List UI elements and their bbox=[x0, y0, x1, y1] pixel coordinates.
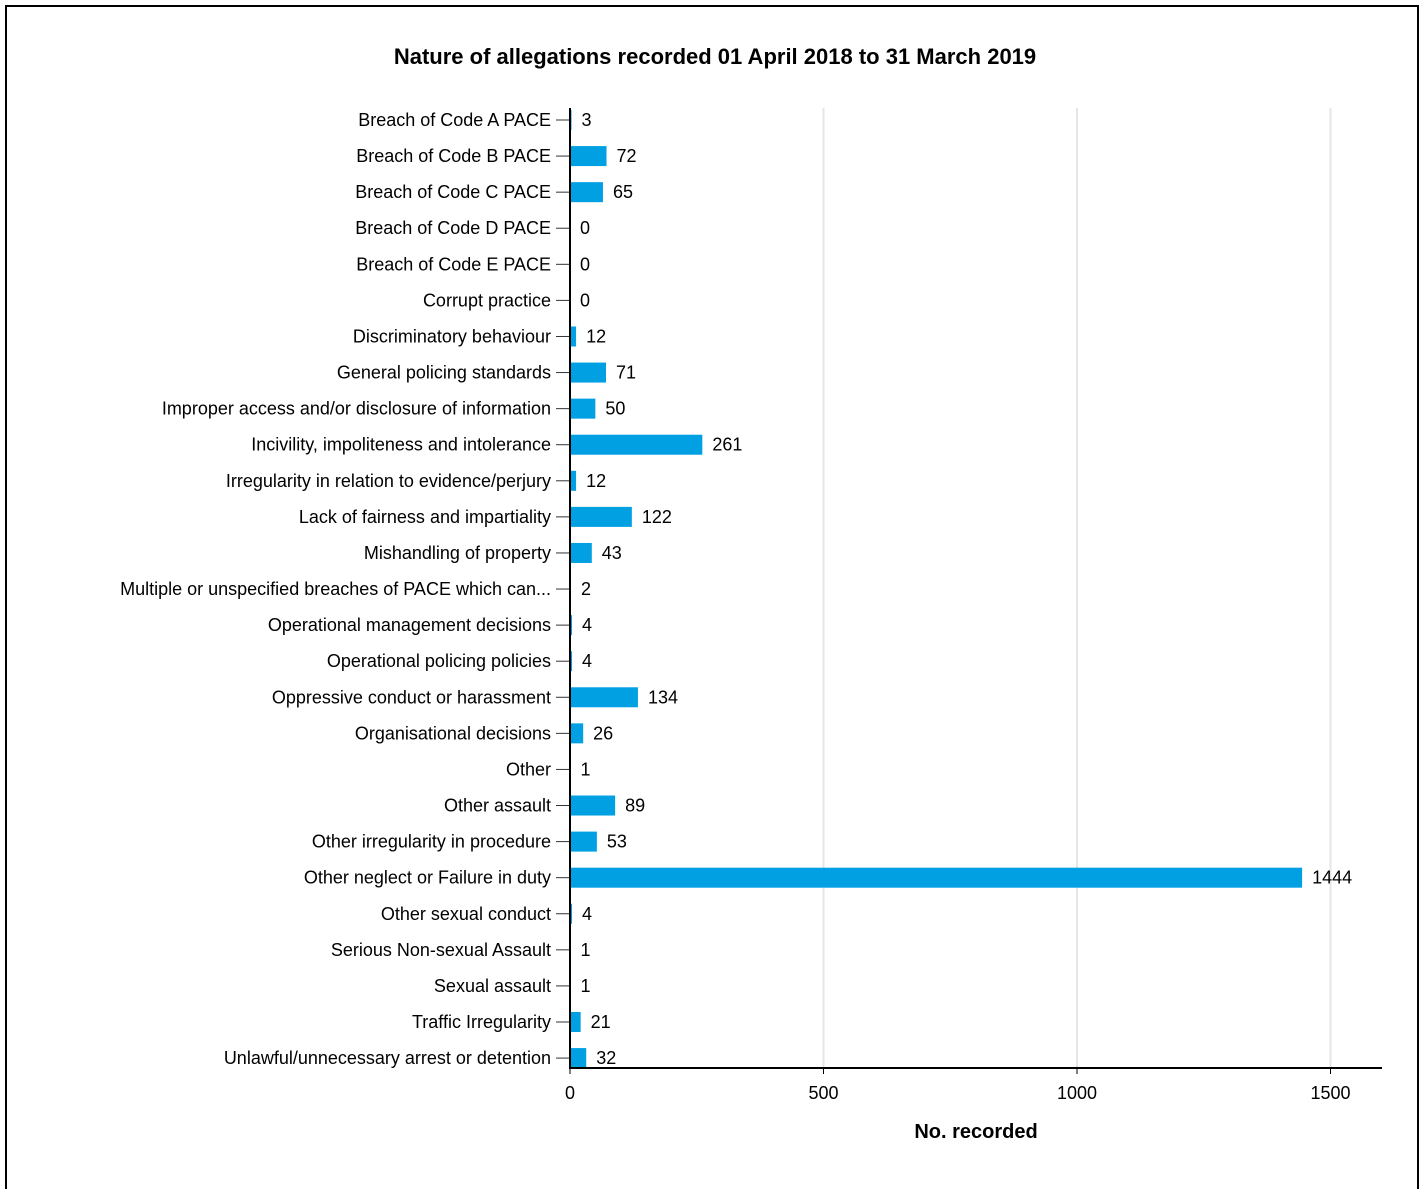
bar bbox=[570, 795, 616, 816]
x-axis-ticks: 0 500 1000 1500 bbox=[565, 1068, 1351, 1103]
bar bbox=[570, 1048, 587, 1069]
category-label: Breach of Code E PACE bbox=[356, 254, 551, 274]
category-label: Multiple or unspecified breaches of PACE… bbox=[120, 579, 551, 599]
value-label: 0 bbox=[580, 290, 590, 310]
value-label: 12 bbox=[586, 326, 606, 346]
bars bbox=[570, 110, 1303, 1069]
value-label: 1444 bbox=[1312, 868, 1352, 888]
category-label: Breach of Code D PACE bbox=[355, 218, 551, 238]
value-label: 4 bbox=[582, 651, 592, 671]
chart-frame bbox=[5, 5, 1419, 1189]
value-label: 261 bbox=[712, 435, 742, 455]
category-label: Other sexual conduct bbox=[381, 904, 551, 924]
category-label: Breach of Code B PACE bbox=[356, 146, 551, 166]
category-label: Breach of Code A PACE bbox=[358, 110, 551, 130]
category-label: Other neglect or Failure in duty bbox=[304, 868, 551, 888]
category-label: Mishandling of property bbox=[364, 543, 551, 563]
category-label: Other assault bbox=[444, 796, 551, 816]
bar bbox=[570, 182, 603, 203]
value-label: 1 bbox=[581, 940, 591, 960]
bar bbox=[570, 470, 577, 491]
bar bbox=[570, 434, 703, 455]
category-label: Serious Non-sexual Assault bbox=[331, 940, 551, 960]
bar bbox=[570, 146, 607, 167]
bar bbox=[570, 506, 632, 527]
value-label: 4 bbox=[582, 615, 592, 635]
value-label: 1 bbox=[581, 976, 591, 996]
category-label: Corrupt practice bbox=[423, 290, 551, 310]
category-label: General policing standards bbox=[337, 363, 551, 383]
value-label: 43 bbox=[602, 543, 622, 563]
category-label: Unlawful/unnecessary arrest or detention bbox=[224, 1048, 551, 1068]
bar bbox=[570, 867, 1303, 888]
category-label: Irregularity in relation to evidence/per… bbox=[226, 471, 551, 491]
x-tick-label: 1500 bbox=[1310, 1083, 1350, 1103]
value-label: 21 bbox=[591, 1012, 611, 1032]
axes bbox=[556, 108, 1382, 1069]
category-label: Other irregularity in procedure bbox=[312, 832, 551, 852]
value-label: 3 bbox=[582, 110, 592, 130]
category-label: Improper access and/or disclosure of inf… bbox=[162, 399, 551, 419]
category-labels: Breach of Code A PACE Breach of Code B PA… bbox=[120, 110, 551, 1068]
bar bbox=[570, 362, 606, 383]
bar bbox=[570, 1012, 581, 1032]
value-label: 4 bbox=[582, 904, 592, 924]
value-label: 50 bbox=[605, 399, 625, 419]
bar bbox=[570, 903, 573, 924]
bar bbox=[570, 723, 584, 744]
value-label: 65 bbox=[613, 182, 633, 202]
value-label: 1 bbox=[581, 759, 591, 779]
category-label: Operational management decisions bbox=[268, 615, 551, 635]
category-label: Lack of fairness and impartiality bbox=[299, 507, 551, 527]
value-label: 32 bbox=[596, 1048, 616, 1068]
bar bbox=[570, 326, 577, 347]
value-label: 72 bbox=[617, 146, 637, 166]
gridlines bbox=[822, 108, 1332, 1068]
bar bbox=[570, 398, 596, 419]
value-label: 0 bbox=[580, 254, 590, 274]
category-label: Sexual assault bbox=[434, 976, 551, 996]
bar bbox=[570, 615, 573, 636]
category-label: Incivility, impoliteness and intolerance bbox=[251, 435, 551, 455]
bar bbox=[570, 687, 638, 708]
value-label: 53 bbox=[607, 832, 627, 852]
category-label: Oppressive conduct or harassment bbox=[272, 687, 551, 707]
x-tick-label: 0 bbox=[565, 1083, 575, 1103]
x-tick-label: 1000 bbox=[1057, 1083, 1097, 1103]
category-label: Other bbox=[506, 759, 551, 779]
value-label: 89 bbox=[625, 796, 645, 816]
value-label: 134 bbox=[648, 687, 678, 707]
value-label: 12 bbox=[586, 471, 606, 491]
x-axis-title: No. recorded bbox=[914, 1121, 1037, 1143]
value-label: 71 bbox=[616, 363, 636, 383]
value-label: 2 bbox=[581, 579, 591, 599]
bar bbox=[570, 651, 573, 672]
value-label: 26 bbox=[593, 723, 613, 743]
bar bbox=[570, 831, 597, 852]
bar bbox=[570, 542, 592, 563]
category-label: Breach of Code C PACE bbox=[355, 182, 551, 202]
value-labels: 3726500012715026112122432441342618953144… bbox=[580, 110, 1352, 1068]
chart-title: Nature of allegations recorded 01 April … bbox=[394, 44, 1036, 69]
value-label: 0 bbox=[580, 218, 590, 238]
value-label: 122 bbox=[642, 507, 672, 527]
category-label: Traffic Irregularity bbox=[412, 1012, 551, 1032]
category-label: Operational policing policies bbox=[327, 651, 551, 671]
category-label: Discriminatory behaviour bbox=[353, 326, 551, 346]
x-tick-label: 500 bbox=[808, 1083, 838, 1103]
category-label: Organisational decisions bbox=[355, 723, 551, 743]
